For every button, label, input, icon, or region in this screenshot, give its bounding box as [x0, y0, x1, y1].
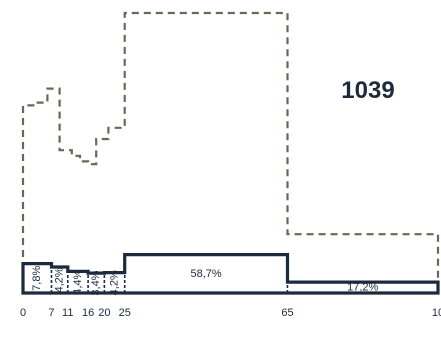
solid-profile-layer — [21, 253, 440, 295]
segment-label: 4,2% — [109, 270, 121, 295]
segment-label: 3,4% — [90, 270, 102, 295]
segment-labels: 7,8% 4,2% 4,4% 3,4% 4,2% 58,7% 17,2% — [31, 266, 378, 296]
x-tick-label: 20 — [98, 307, 110, 319]
x-tick-label: 10 — [432, 307, 441, 319]
x-tick-label: 65 — [281, 307, 293, 319]
x-tick-label: 25 — [119, 307, 131, 319]
dashed-profile-layer — [21, 11, 440, 293]
dashed-profile-line — [21, 11, 440, 293]
solid-profile-line — [21, 253, 440, 295]
segment-label: 58,7% — [190, 268, 221, 280]
x-tick-label: 16 — [82, 307, 94, 319]
x-tick-label: 7 — [48, 307, 54, 319]
segment-label: 7,8% — [31, 266, 43, 291]
x-tick-label: 0 — [20, 307, 26, 319]
segment-label: 4,2% — [54, 267, 66, 292]
total-label: 1039 — [341, 77, 394, 104]
segment-label: 17,2% — [347, 282, 378, 294]
x-axis-ticks: 0 7 11 16 20 25 65 10 — [20, 307, 441, 319]
segment-label: 4,4% — [72, 269, 84, 294]
x-tick-label: 11 — [62, 307, 73, 319]
